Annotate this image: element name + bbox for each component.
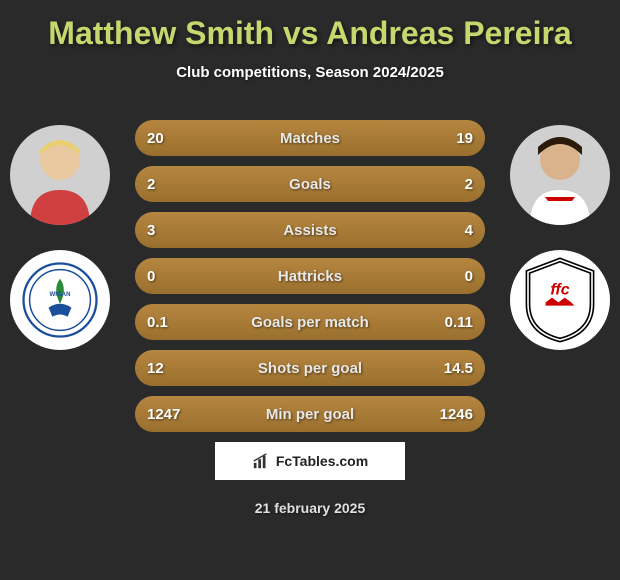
svg-text:WIGAN: WIGAN [50,291,71,298]
stat-value-right: 0.11 [445,304,473,340]
stat-value-left: 20 [147,120,164,156]
club-right-badge: ffc [510,250,610,350]
date-text: 21 february 2025 [0,500,620,516]
stat-value-right: 14.5 [444,350,473,386]
stat-label: Goals per match [135,304,485,340]
player-right-avatar [510,125,610,225]
stat-row: Goals2 2 [135,166,485,202]
club-crest-icon: WIGAN [22,262,98,338]
stat-label: Goals [135,166,485,202]
player-left-avatar [10,125,110,225]
stat-row: Goals per match0.1 0.11 [135,304,485,340]
stat-row: Shots per goal12 14.5 [135,350,485,386]
club-crest-icon: ffc [520,255,600,345]
stat-row: Hattricks0 0 [135,258,485,294]
stat-value-left: 0.1 [147,304,168,340]
stat-value-right: 1246 [440,396,473,432]
stat-value-right: 0 [465,258,473,294]
comparison-card: Matthew Smith vs Andreas Pereira Club co… [0,0,620,580]
stat-value-left: 0 [147,258,155,294]
stat-row: Matches20 19 [135,120,485,156]
stat-value-left: 2 [147,166,155,202]
page-title: Matthew Smith vs Andreas Pereira [10,15,610,52]
stat-row: Min per goal1247 1246 [135,396,485,432]
stat-value-right: 4 [465,212,473,248]
stat-value-right: 19 [456,120,473,156]
stat-value-left: 1247 [147,396,180,432]
stat-label: Assists [135,212,485,248]
stat-row: Assists3 4 [135,212,485,248]
stat-label: Shots per goal [135,350,485,386]
subtitle: Club competitions, Season 2024/2025 [10,64,610,81]
source-text: FcTables.com [276,453,368,469]
stat-label: Min per goal [135,396,485,432]
stat-value-left: 3 [147,212,155,248]
player-silhouette-icon [510,125,610,225]
stats-table: Matches20 19 Goals2 2 Assists3 4 Hattricks0 0 Go… [135,120,485,442]
stat-label: Matches [135,120,485,156]
stat-value-left: 12 [147,350,164,386]
club-left-badge: WIGAN [10,250,110,350]
player-silhouette-icon [10,125,110,225]
stat-label: Hattricks [135,258,485,294]
stat-value-right: 2 [465,166,473,202]
svg-text:ffc: ffc [550,281,569,298]
chart-icon [252,452,270,470]
source-attribution: FcTables.com [215,442,405,480]
